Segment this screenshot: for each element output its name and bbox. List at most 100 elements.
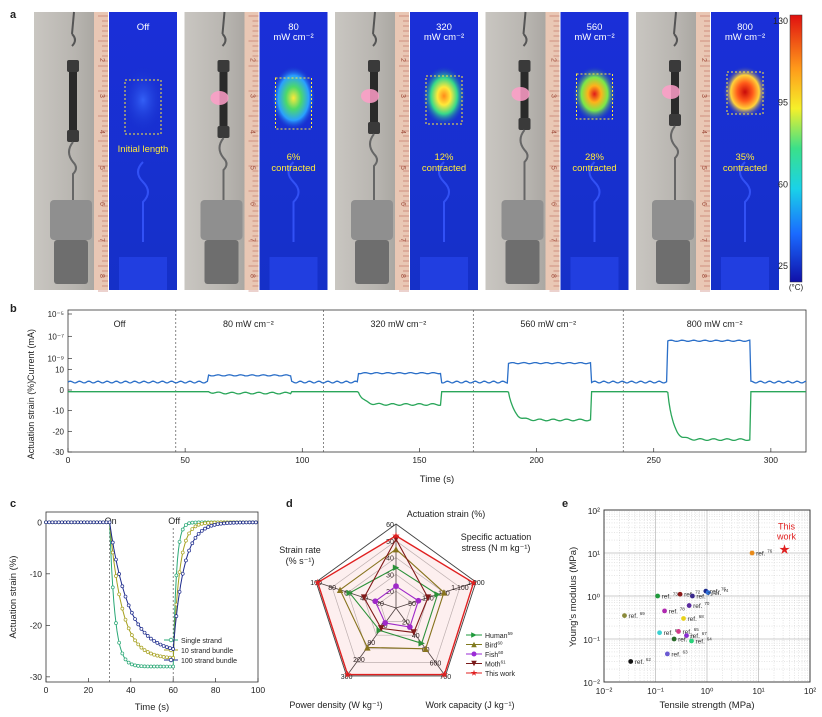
c-xtick-label: 0 bbox=[44, 685, 49, 695]
series-point bbox=[222, 521, 226, 526]
e-xtick-label: 10² bbox=[804, 686, 816, 696]
radar-tick: 20 bbox=[402, 620, 410, 627]
event-label: Off bbox=[168, 516, 180, 526]
radar-marker bbox=[376, 627, 383, 634]
light-spot bbox=[361, 89, 379, 103]
series-point bbox=[60, 520, 64, 525]
series-point bbox=[180, 527, 185, 532]
series-point bbox=[177, 589, 182, 594]
series-point bbox=[130, 662, 134, 667]
contraction-label: 12% contracted bbox=[422, 152, 466, 174]
clamp bbox=[368, 60, 380, 72]
thermal-weight bbox=[570, 257, 619, 290]
segment-label: Off bbox=[114, 319, 126, 329]
current-ylabel: Current (mA) bbox=[26, 329, 36, 381]
scatter-point bbox=[705, 590, 711, 595]
radar-ring bbox=[331, 540, 461, 663]
radar-marker bbox=[364, 644, 371, 651]
ruler-number: 3 bbox=[98, 94, 105, 98]
series-point bbox=[161, 644, 166, 648]
series-point bbox=[187, 521, 191, 526]
radar-tick: 300 bbox=[341, 674, 353, 681]
e-ytick-label: 10⁰ bbox=[587, 592, 600, 602]
series-point bbox=[110, 550, 115, 555]
series-point bbox=[184, 538, 188, 543]
ruler-number: 7 bbox=[249, 238, 256, 242]
panel-c-letter: c bbox=[10, 498, 16, 510]
series-point bbox=[117, 572, 121, 576]
series-point bbox=[63, 520, 67, 525]
weight-body bbox=[54, 240, 88, 284]
series-point bbox=[114, 621, 118, 625]
clamp bbox=[669, 114, 681, 126]
series-point bbox=[110, 540, 115, 545]
ruler-number: 4 bbox=[550, 130, 557, 134]
roi-box bbox=[275, 77, 312, 130]
series-point bbox=[82, 520, 87, 525]
radar-tick: 1,100 bbox=[451, 585, 469, 592]
legend-marker bbox=[471, 660, 477, 667]
ruler-number: 6 bbox=[98, 202, 105, 206]
scatter-point bbox=[671, 636, 677, 642]
ruler-number: 7 bbox=[399, 238, 406, 242]
legend-marker bbox=[470, 669, 478, 676]
series-point bbox=[98, 520, 102, 525]
legend-marker bbox=[471, 641, 477, 648]
series-point bbox=[44, 520, 48, 525]
scatter-ref-label: ref. 70 bbox=[693, 601, 710, 610]
scatter-ref-label: ref. 74 bbox=[712, 588, 729, 597]
series-point bbox=[219, 521, 223, 526]
scatter-ref-label: ref. 62 bbox=[635, 657, 652, 666]
series-point bbox=[133, 617, 137, 621]
contraction-label: 28% contracted bbox=[572, 152, 616, 174]
ruler-number: 6 bbox=[249, 202, 256, 206]
xtick-label: 250 bbox=[647, 455, 661, 465]
series-point bbox=[133, 638, 137, 643]
series-point bbox=[123, 617, 128, 622]
radar-marker bbox=[434, 591, 441, 598]
series-point bbox=[203, 521, 207, 526]
series-point bbox=[152, 652, 156, 657]
ruler-number: 8 bbox=[98, 274, 105, 278]
ruler-number: 6 bbox=[399, 202, 406, 206]
e-xtick-label: 10¹ bbox=[752, 686, 764, 696]
ruler bbox=[696, 12, 710, 290]
ruler bbox=[244, 12, 259, 290]
radar-marker bbox=[392, 546, 400, 553]
series-point bbox=[174, 614, 179, 618]
thermal-hook bbox=[438, 161, 450, 242]
series-point bbox=[231, 520, 236, 525]
thermal-image bbox=[259, 12, 328, 290]
thermal-weight bbox=[721, 257, 769, 290]
series-point bbox=[136, 664, 141, 668]
radar-marker bbox=[422, 645, 429, 652]
radar-ring bbox=[347, 557, 445, 650]
clamp bbox=[518, 60, 531, 72]
segment-label: 560 mW cm⁻² bbox=[520, 319, 576, 329]
radar-marker bbox=[415, 597, 422, 604]
series-point bbox=[199, 528, 204, 533]
series-point bbox=[130, 610, 134, 615]
series-point bbox=[120, 584, 125, 589]
scatter-point bbox=[681, 616, 686, 621]
weight-body bbox=[355, 240, 389, 284]
clamp bbox=[67, 60, 79, 72]
series-point bbox=[190, 527, 195, 531]
hook bbox=[218, 137, 228, 202]
ruler-number: 5 bbox=[399, 166, 406, 170]
series-point bbox=[155, 664, 160, 669]
series-point bbox=[199, 521, 204, 526]
scatter-point bbox=[749, 550, 755, 556]
series-point bbox=[149, 651, 153, 656]
series-point bbox=[69, 520, 74, 525]
frame-0: 2 3 4 5 6 7 8 Off Initial length bbox=[34, 11, 177, 292]
legend-marker bbox=[168, 637, 174, 643]
clamp bbox=[67, 130, 79, 142]
radar-marker bbox=[346, 589, 353, 597]
radar-tick: 20 bbox=[376, 601, 384, 608]
radar-marker bbox=[440, 589, 448, 596]
xtick-label: 50 bbox=[180, 455, 190, 465]
series-point bbox=[123, 594, 128, 599]
ruler-number: 4 bbox=[399, 130, 406, 134]
series-point bbox=[136, 622, 141, 627]
